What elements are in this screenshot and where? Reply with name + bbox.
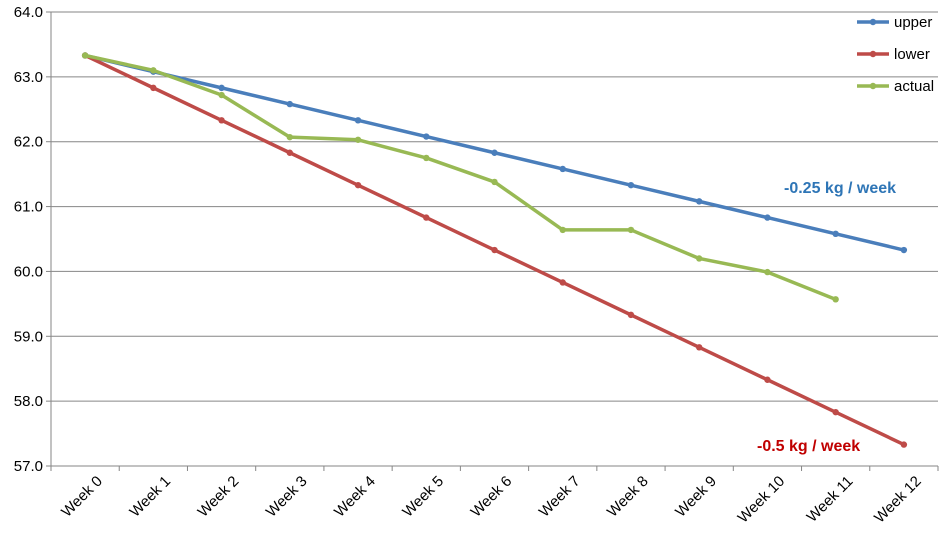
data-point-upper	[423, 133, 430, 140]
grid-lines	[51, 11, 938, 467]
x-axis-ticks: Week 0 Week 1 Week 2 Week 3 Week 4 Week 5 Week…	[50, 466, 939, 527]
data-point-lower	[764, 376, 771, 383]
data-point-upper	[764, 214, 771, 221]
data-point-actual	[423, 154, 430, 162]
data-point-actual	[218, 91, 225, 99]
data-point-actual	[695, 255, 703, 262]
data-point-upper	[354, 117, 362, 124]
x-tick-label: Week 11	[804, 473, 857, 526]
legend-label-lower: lower	[894, 46, 930, 63]
data-point-actual	[764, 268, 771, 276]
legend-label-upper: upper	[894, 14, 932, 31]
legend-marker-upper	[869, 18, 877, 26]
x-tick-label: Week 5	[399, 473, 447, 521]
y-tick-label: 61.0	[14, 199, 43, 216]
lower-rate-annotation: -0.5 kg / week	[757, 438, 860, 455]
y-axis-ticks: 57.0 58.0 59.0 60.0 61.0 62.0 63.0 64.0	[14, 4, 51, 475]
legend-marker-actual	[869, 82, 877, 90]
data-point-upper	[627, 181, 635, 189]
x-tick-label: Week 8	[604, 473, 652, 521]
data-point-actual	[491, 178, 498, 186]
legend-label-actual: actual	[894, 78, 934, 95]
x-tick-label: Week 1	[126, 473, 174, 521]
data-point-lower	[286, 149, 294, 156]
upper-rate-annotation: -0.25 kg / week	[784, 180, 896, 197]
data-point-upper	[832, 230, 839, 238]
data-point-upper	[218, 84, 225, 92]
legend: upper lower actual	[857, 14, 934, 95]
annotations: -0.25 kg / week -0.5 kg / week	[757, 180, 896, 455]
x-tick-label: Week 9	[672, 473, 720, 521]
data-point-upper	[491, 149, 498, 156]
data-point-lower	[218, 117, 225, 124]
data-point-actual	[832, 296, 839, 303]
data-point-actual	[150, 67, 157, 74]
data-point-actual	[627, 226, 635, 234]
data-point-lower	[354, 181, 362, 189]
series-line-actual	[83, 53, 838, 302]
axes	[50, 12, 938, 467]
data-point-actual	[286, 133, 294, 141]
x-tick-label: Week 2	[195, 473, 243, 521]
y-tick-label: 60.0	[14, 263, 43, 280]
data-point-upper	[559, 165, 566, 173]
data-point-lower	[559, 279, 566, 286]
data-point-lower	[900, 441, 908, 448]
data-point-lower	[423, 214, 430, 221]
data-point-upper	[900, 246, 908, 254]
y-tick-label: 63.0	[14, 69, 43, 86]
data-point-upper	[695, 198, 703, 205]
x-tick-label: Week 3	[263, 473, 311, 521]
x-tick-label: Week 7	[536, 473, 584, 521]
data-point-actual	[559, 226, 566, 234]
y-tick-label: 58.0	[14, 393, 43, 410]
y-tick-label: 64.0	[14, 4, 43, 21]
data-point-lower	[695, 344, 703, 351]
x-tick-label: Week 0	[58, 473, 106, 521]
legend-marker-lower	[869, 50, 877, 58]
data-point-actual	[81, 52, 89, 59]
y-tick-label: 57.0	[14, 458, 43, 475]
data-point-lower	[491, 246, 498, 254]
data-point-lower	[832, 408, 839, 416]
x-tick-label: Week 10	[735, 473, 789, 527]
x-tick-label: Week 4	[331, 473, 379, 521]
y-tick-label: 59.0	[14, 328, 43, 345]
x-tick-label: Week 6	[468, 473, 516, 521]
data-point-lower	[150, 84, 157, 92]
y-tick-label: 62.0	[14, 134, 43, 151]
series-lines	[81, 52, 908, 448]
data-point-actual	[354, 136, 362, 143]
data-point-lower	[627, 311, 635, 319]
data-point-upper	[286, 100, 294, 108]
x-tick-label: Week 12	[871, 473, 925, 527]
